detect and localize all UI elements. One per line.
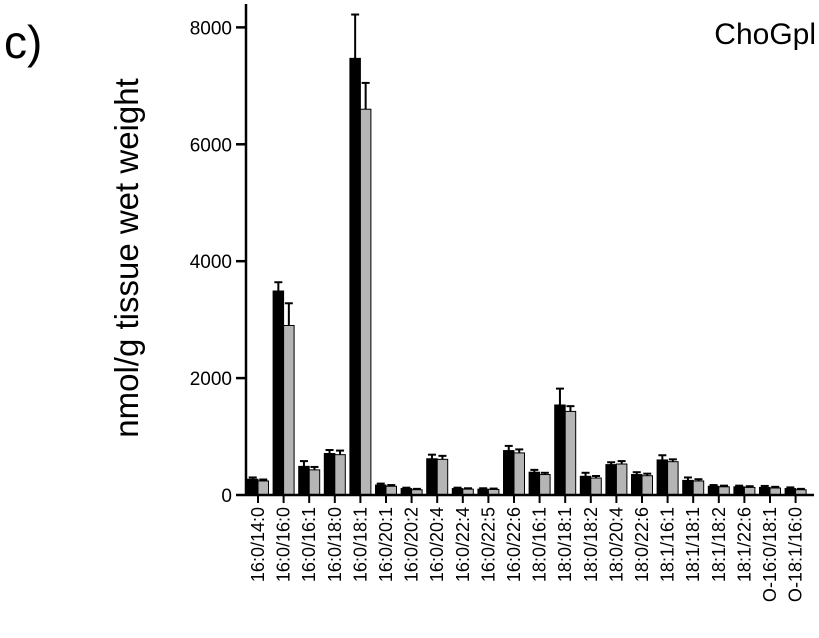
x-category-label: 18:0/22:6: [632, 507, 652, 582]
bar-series-2: [334, 454, 346, 496]
x-category-label: 16:0/20:1: [376, 507, 396, 582]
x-category-label: 16:0/22:5: [478, 507, 498, 582]
bar-series-2: [385, 485, 397, 496]
y-tick-label: 0: [221, 486, 232, 507]
bar-series-1: [323, 452, 336, 496]
y-axis: 0 2000 4000 6000 8000: [190, 4, 248, 507]
bar-series-2: [692, 480, 705, 496]
bar-series-1: [247, 478, 259, 496]
x-category-label: O-18:1/16:0: [786, 507, 806, 602]
bar-series-1: [605, 464, 617, 496]
bar-series-2: [615, 463, 628, 496]
bar-series-1: [554, 404, 566, 496]
bar-series-2: [667, 461, 679, 496]
x-category-label: 18:1/18:1: [683, 507, 703, 582]
bar-series-1: [349, 57, 361, 496]
x-category-label: 16:0/20:4: [427, 507, 447, 582]
x-category-label: 16:0/16:0: [274, 507, 294, 582]
y-tick-label: 8000: [190, 18, 232, 39]
bar-series-2: [283, 324, 295, 496]
x-category-label: O-16:0/18:1: [760, 507, 780, 602]
panel-label: c): [4, 16, 42, 68]
x-category-label: 18:0/16:1: [530, 507, 550, 582]
x-category-label: 18:0/18:2: [581, 507, 601, 582]
x-category-label: 16:0/18:1: [350, 507, 370, 582]
x-category-label: 16:0/22:4: [453, 507, 473, 582]
x-category-label: 18:1/18:2: [709, 507, 729, 582]
bar-series-1: [656, 459, 669, 496]
bar-series-2: [641, 475, 653, 496]
bar-series-2: [359, 108, 372, 496]
bar-series-2: [564, 410, 577, 496]
x-category-label: 16:0/22:6: [504, 507, 524, 582]
bar-series-1: [707, 485, 720, 496]
x-category-label: 16:0/14:0: [248, 507, 268, 582]
bar-series-2: [590, 477, 602, 496]
bar-series-2: [436, 458, 449, 496]
x-category-label: 18:1/16:1: [658, 507, 678, 582]
bars: [247, 13, 807, 496]
bar-series-1: [298, 465, 310, 496]
x-category-label: 18:0/20:4: [606, 507, 626, 582]
bar-series-1: [579, 475, 592, 496]
x-category-label: 16:0/18:0: [325, 507, 345, 582]
bar-series-2: [308, 469, 321, 496]
bar-series-2: [513, 452, 525, 496]
y-tick-label: 4000: [190, 252, 232, 273]
x-category-label: 18:1/22:6: [734, 507, 754, 582]
chart-title: ChoGpl: [714, 18, 816, 51]
x-category-label: 18:0/18:1: [555, 507, 575, 582]
bar-series-1: [503, 450, 515, 496]
bar-series-1: [528, 471, 541, 496]
bar-series-1: [375, 484, 387, 496]
x-category-label: 16:0/16:1: [299, 507, 319, 582]
y-tick-label: 2000: [190, 369, 232, 390]
y-axis-label: nmol/g tissue wet weight: [108, 78, 145, 438]
x-axis: 16:0/14:0 16:0/16:0 16:0/16:1 16:0/18:0 16:0…: [246, 493, 814, 602]
x-category-label: 16:0/20:2: [402, 507, 422, 582]
bar-series-1: [631, 474, 643, 496]
bar-series-1: [682, 479, 694, 496]
bar-series-1: [426, 458, 438, 496]
y-tick-label: 6000: [190, 135, 232, 156]
bar-series-2: [257, 480, 269, 496]
bar-series-1: [272, 290, 285, 496]
bar-series-2: [539, 474, 551, 496]
